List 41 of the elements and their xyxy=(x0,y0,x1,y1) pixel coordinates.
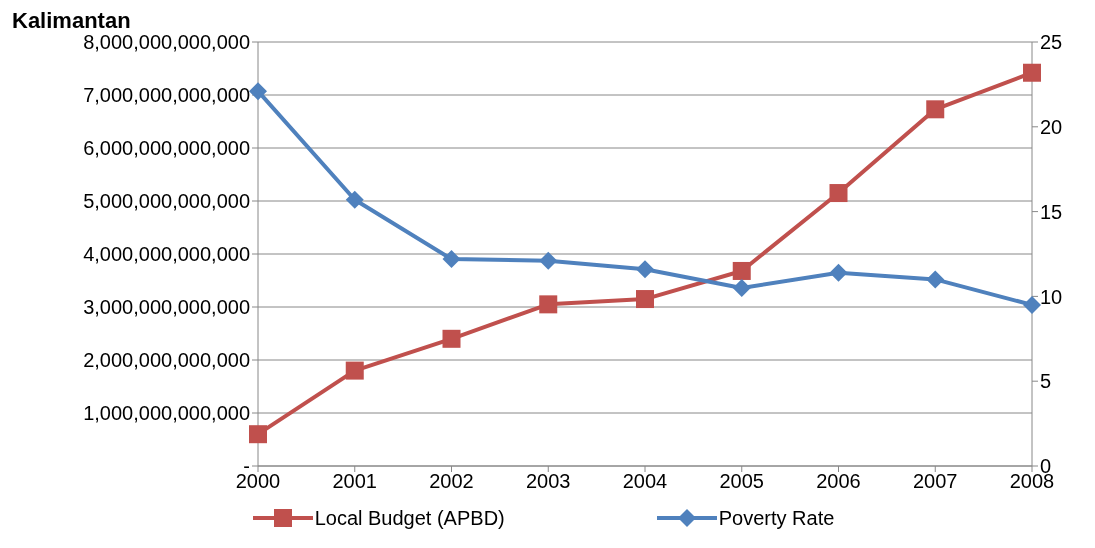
point xyxy=(1023,295,1041,314)
point xyxy=(539,251,558,270)
legend-label: Poverty Rate xyxy=(718,506,835,530)
point xyxy=(732,278,751,297)
point xyxy=(442,329,461,348)
point xyxy=(829,263,848,282)
x-tick-label: 2003 xyxy=(526,470,571,493)
x-tick-label: 2006 xyxy=(816,470,861,493)
y2-tick-label: 10 xyxy=(1040,285,1063,308)
y2-tick-label: 20 xyxy=(1040,115,1063,138)
point xyxy=(249,82,267,101)
y-tick-label: 3,000,000,000,000 xyxy=(83,296,250,319)
y2-tick-label: 15 xyxy=(1040,200,1063,223)
point xyxy=(249,425,267,444)
point xyxy=(636,290,654,309)
y-tick-label: 5,000,000,000,000 xyxy=(83,190,250,213)
x-tick-label: 2004 xyxy=(622,470,668,493)
point xyxy=(926,270,945,289)
y-tick-label: 8,000,000,000,000 xyxy=(83,31,250,54)
y2-tick-label: 5 xyxy=(1040,370,1052,393)
point xyxy=(636,260,654,279)
point xyxy=(345,190,364,209)
point xyxy=(539,295,558,314)
y-tick-label: 6,000,000,000,000 xyxy=(83,137,250,160)
x-tick-label: 2001 xyxy=(332,470,377,493)
legend-label: Local Budget (APBD) xyxy=(314,506,505,530)
y-tick-label: 7,000,000,000,000 xyxy=(83,84,250,107)
point xyxy=(442,250,461,269)
x-tick-label: 2007 xyxy=(913,470,958,493)
point xyxy=(345,361,364,380)
x-tick-label: 2005 xyxy=(719,470,764,493)
y-tick-label: 1,000,000,000,000 xyxy=(83,402,250,425)
point xyxy=(1023,63,1041,82)
point xyxy=(829,184,848,203)
point xyxy=(926,100,945,119)
x-tick-label: 2002 xyxy=(429,470,474,493)
y-tick-label: 4,000,000,000,000 xyxy=(83,243,250,266)
y-tick-label: 2,000,000,000,000 xyxy=(83,349,250,372)
y2-tick-label: 25 xyxy=(1040,31,1063,54)
text: Kalimantan xyxy=(12,8,131,33)
point xyxy=(732,261,751,280)
